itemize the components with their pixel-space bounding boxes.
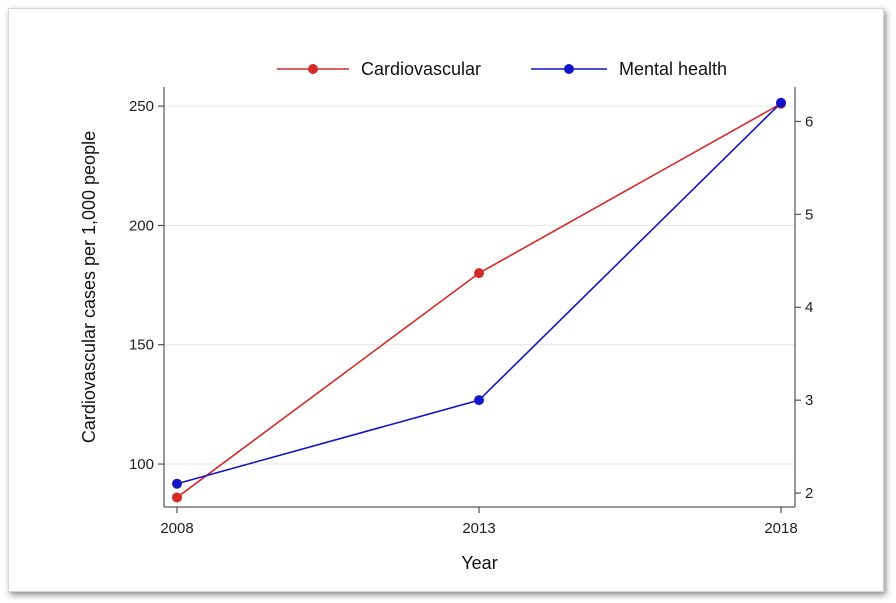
- chart-frame: 100 150 200 250 2 3 4 5 6 2008 2013 2018 Cardiovasc…: [8, 8, 884, 592]
- right-tick-label: 5: [805, 206, 813, 223]
- y-axis-title: Cardiovascular cases per 1,000 people: [79, 131, 99, 443]
- data-point: [776, 97, 786, 108]
- series-line-1: [176, 102, 782, 485]
- legend-swatch-marker: [308, 64, 318, 74]
- left-tick-label: 250: [129, 98, 154, 115]
- series-points: [172, 97, 786, 503]
- data-point: [172, 478, 182, 489]
- left-tick-label: 200: [129, 217, 154, 234]
- legend-swatch-marker: [564, 64, 574, 74]
- chart-svg: 100 150 200 250 2 3 4 5 6 2008 2013 2018 Cardiovasc…: [79, 59, 813, 573]
- x-axis-title: Year: [461, 553, 497, 573]
- series-lines: [176, 102, 782, 499]
- legend: Cardiovascular Mental health: [277, 59, 727, 79]
- x-tick-label: 2008: [160, 520, 193, 537]
- right-tick-label: 3: [805, 392, 813, 409]
- series-line-0: [176, 103, 782, 499]
- left-tick-label: 150: [129, 337, 154, 354]
- left-tick-label: 100: [129, 456, 154, 473]
- right-tick-label: 2: [805, 485, 813, 502]
- data-point: [474, 395, 484, 406]
- gridlines: [164, 105, 795, 465]
- legend-label: Cardiovascular: [361, 59, 481, 79]
- x-tick-label: 2018: [764, 520, 797, 537]
- axes: 100 150 200 250 2 3 4 5 6 2008 2013 2018: [129, 87, 813, 537]
- data-point: [474, 268, 484, 279]
- legend-label: Mental health: [619, 59, 727, 79]
- right-tick-label: 6: [805, 113, 813, 130]
- x-tick-label: 2013: [462, 520, 495, 537]
- data-point: [172, 492, 182, 503]
- right-tick-label: 4: [805, 299, 813, 316]
